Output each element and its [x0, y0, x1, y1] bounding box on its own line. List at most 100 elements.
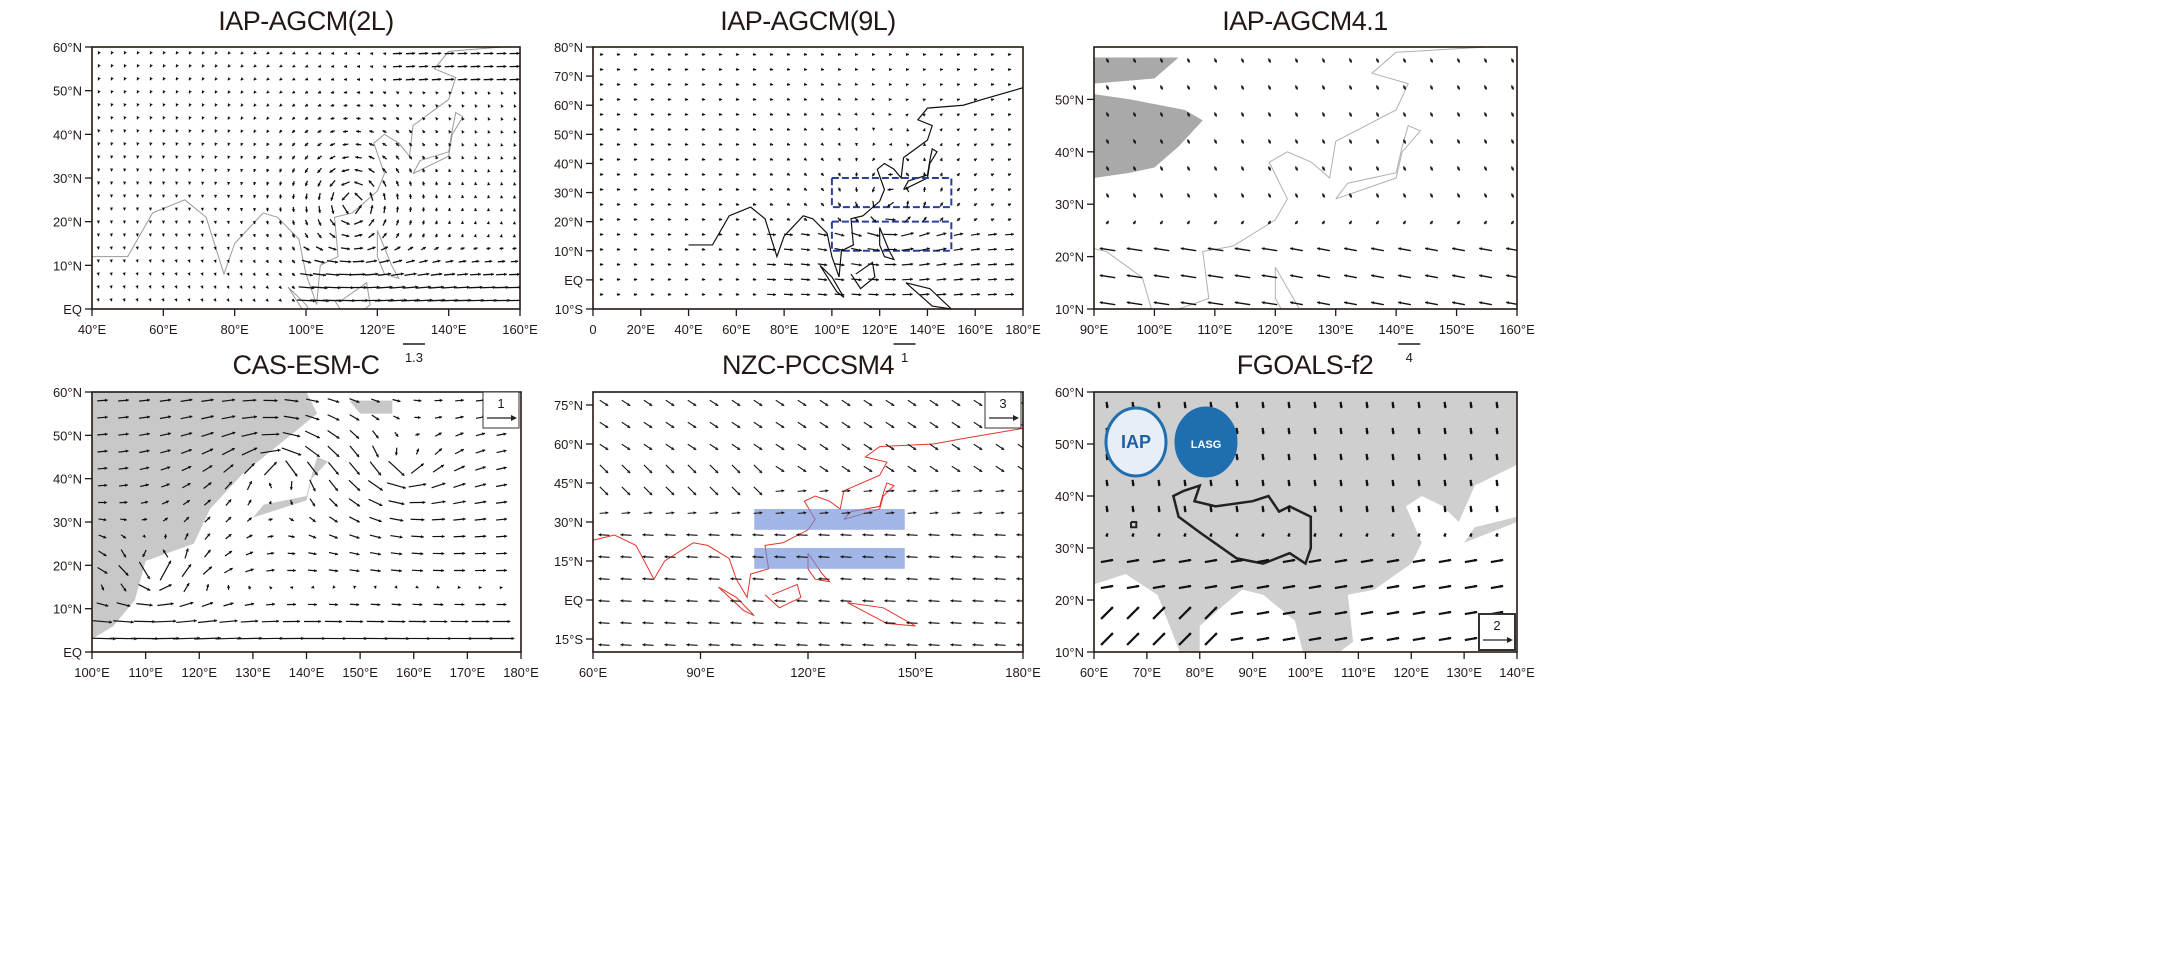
- lat-tick-label: 15°N: [554, 554, 583, 569]
- wind-vector-arrowhead: [462, 500, 466, 504]
- wind-vector-arrowhead: [1321, 194, 1325, 198]
- wind-vector-arrowhead: [685, 262, 689, 267]
- wind-vector-arrowhead: [397, 246, 401, 250]
- wind-vector-arrowhead: [1188, 584, 1192, 589]
- wind-vector-arrowhead: [702, 247, 706, 252]
- wind-vector-arrowhead: [421, 207, 426, 211]
- wind-vector-arrowhead: [214, 181, 218, 185]
- wind-vector-arrowhead: [148, 246, 152, 250]
- wind-vector-arrowhead: [466, 285, 470, 289]
- wind-vector-arrowhead: [1495, 483, 1499, 487]
- wind-vector-arrowhead: [1016, 555, 1020, 559]
- wind-vector-arrowhead: [737, 492, 741, 496]
- wind-vector-arrowhead: [956, 83, 960, 87]
- wind-vector-arrowhead: [1391, 483, 1395, 487]
- wind-vector-arrowhead: [651, 112, 655, 117]
- wind-vector-arrowhead: [950, 621, 954, 625]
- wind-vector-arrowhead: [253, 398, 257, 402]
- wind-vector-arrowhead: [787, 67, 791, 72]
- wind-vector-arrowhead: [841, 293, 845, 297]
- wind-vector-arrowhead: [1339, 405, 1343, 409]
- wind-vector-arrowhead: [736, 172, 740, 176]
- wind-vector-arrowhead: [888, 157, 892, 162]
- wind-vector-arrowhead: [201, 64, 205, 68]
- wind-vector-arrowhead: [600, 247, 604, 252]
- wind-vector-arrowhead: [253, 415, 257, 419]
- wind-vector-arrowhead: [1402, 59, 1406, 63]
- wind-vector-arrowhead: [248, 517, 252, 521]
- wind-vector-arrowhead: [1110, 558, 1114, 563]
- wind-vector-arrowhead: [753, 127, 757, 131]
- wind-vector-arrowhead: [1506, 301, 1510, 305]
- wind-vector-arrowhead: [317, 156, 321, 160]
- wind-vector-arrowhead: [313, 552, 317, 556]
- wind-vector-arrowhead: [189, 432, 193, 436]
- wind-vector-arrowhead: [1105, 483, 1109, 487]
- wind-vector-arrowhead: [769, 172, 774, 176]
- wind-vector-arrowhead: [719, 277, 723, 282]
- wind-vector-arrowhead: [142, 534, 146, 538]
- wind-vector-arrowhead: [422, 500, 426, 505]
- wind-vector-arrowhead: [855, 203, 859, 208]
- wind-vector-arrowhead: [331, 64, 335, 68]
- wind-vector-arrowhead: [598, 621, 602, 625]
- wind-vector-arrowhead: [164, 517, 168, 521]
- wind-vector-arrowhead: [1159, 113, 1163, 117]
- wind-vector-arrowhead: [377, 602, 381, 607]
- wind-vector-arrowhead: [435, 104, 439, 108]
- land-mask: [92, 392, 318, 639]
- wind-vector-arrowhead: [190, 601, 194, 605]
- wind-vector-arrowhead: [147, 587, 151, 591]
- wind-vector-arrowhead: [979, 446, 983, 450]
- wind-vector-arrowhead: [359, 233, 363, 237]
- wind-vector-arrowhead: [278, 285, 282, 289]
- wind-vector-arrowhead: [122, 272, 126, 276]
- wind-vector-arrowhead: [373, 585, 377, 589]
- wind-vector-arrowhead: [335, 569, 339, 573]
- wind-vector-arrowhead: [1506, 247, 1510, 251]
- wind-vector-arrowhead: [642, 643, 646, 647]
- wind-vector-arrowhead: [977, 292, 981, 297]
- wind-vector-arrowhead: [104, 415, 108, 419]
- wind-vector-arrowhead: [439, 272, 443, 276]
- wind-vector-arrowhead: [1186, 194, 1190, 198]
- wind-vector-arrowhead: [871, 189, 876, 193]
- wind-vector-arrowhead: [1214, 558, 1218, 563]
- wind-vector-arrowhead: [174, 233, 178, 237]
- wind-vector-arrowhead: [1396, 584, 1400, 589]
- wind-vector-arrowhead: [201, 116, 205, 120]
- wind-vector-arrowhead: [994, 262, 997, 267]
- wind-vector-arrowhead: [770, 82, 774, 87]
- wind-vector-arrowhead: [956, 98, 960, 102]
- wind-vector-arrowhead: [994, 277, 997, 282]
- wind-vector-arrowhead: [1105, 59, 1109, 63]
- wind-vector-arrowhead: [331, 51, 335, 55]
- wind-vector-arrowhead: [1261, 457, 1265, 461]
- wind-vector-arrowhead: [781, 489, 785, 493]
- wind-vector-arrowhead: [402, 619, 406, 624]
- map-background: [593, 47, 1023, 309]
- wind-vector-arrowhead: [214, 142, 218, 146]
- wind-vector: [1126, 632, 1140, 646]
- wind-vector-arrowhead: [873, 219, 877, 223]
- wind-vector-arrowhead: [266, 168, 270, 173]
- wind-vector-arrowhead: [402, 485, 406, 490]
- wind-vector-arrowhead: [447, 234, 451, 238]
- wind-vector-arrowhead: [382, 155, 386, 159]
- wind-vector-arrowhead: [715, 470, 719, 474]
- wind-vector-arrowhead: [1365, 405, 1369, 409]
- wind-vector-arrowhead: [200, 194, 205, 198]
- wind-vector-arrowhead: [825, 468, 829, 472]
- wind-vector-arrowhead: [943, 247, 947, 251]
- wind-vector-arrowhead: [1109, 633, 1113, 637]
- wind-vector-arrowhead: [979, 468, 983, 472]
- wind-vector-arrowhead: [228, 499, 232, 503]
- wind-vector-arrowhead: [1008, 98, 1012, 102]
- wind-vector-arrowhead: [311, 585, 315, 589]
- wind-vector-arrowhead: [200, 207, 205, 211]
- wind-vector-arrowhead: [1105, 86, 1109, 90]
- wind-vector-arrowhead: [1162, 558, 1166, 563]
- wind-vector-arrowhead: [685, 202, 689, 207]
- wind-vector-arrowhead: [991, 98, 995, 102]
- wind-vector-arrowhead: [892, 292, 896, 297]
